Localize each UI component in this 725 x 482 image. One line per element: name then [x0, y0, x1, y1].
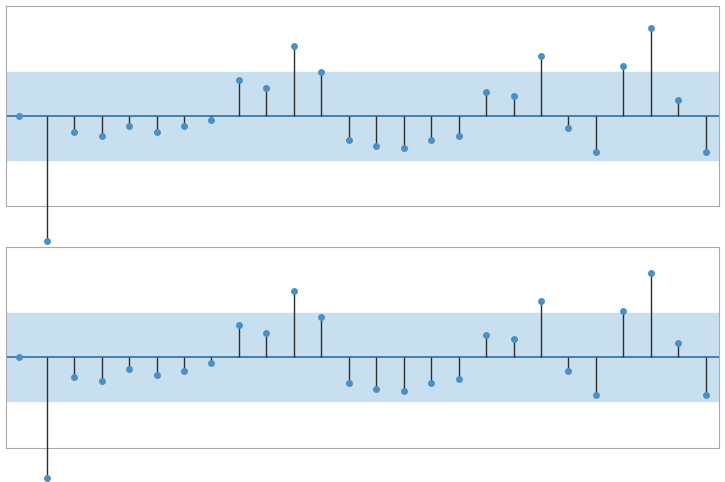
- Bar: [6, 313, 719, 402]
- Bar: [6, 72, 719, 160]
